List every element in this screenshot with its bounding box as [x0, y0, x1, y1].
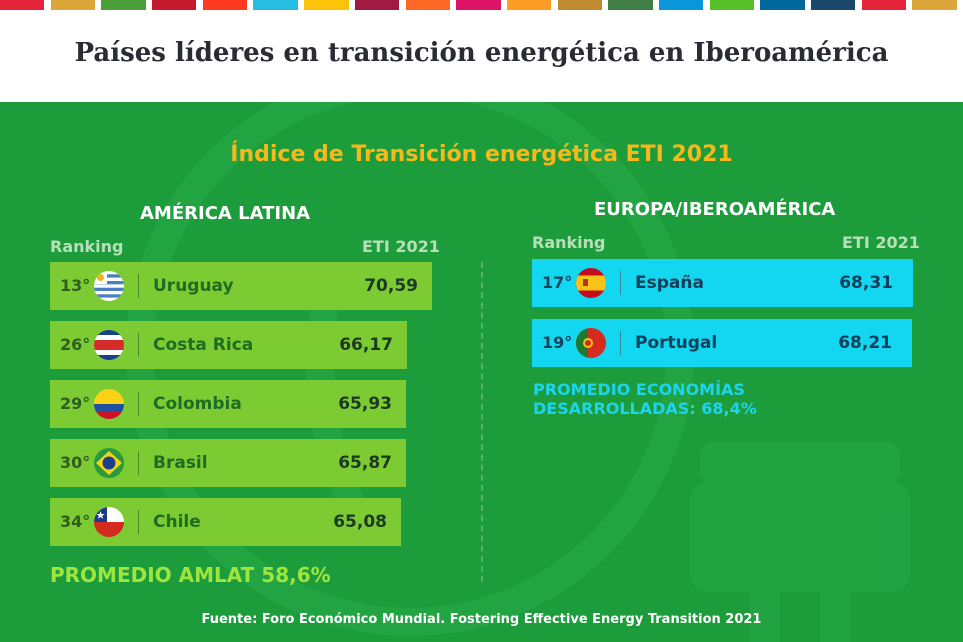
europe-eti-header: ETI 2021 — [842, 233, 920, 252]
colombia-flag-icon — [94, 389, 124, 419]
strip-segment — [658, 0, 704, 10]
europe-ranking-header: Ranking — [532, 233, 606, 252]
strip-segment — [811, 0, 856, 10]
country-label: Portugal — [635, 333, 718, 353]
bar-row: 13° Uruguay 70,59 — [50, 262, 432, 310]
strip-segment — [0, 0, 45, 10]
portugal-flag-icon — [576, 328, 606, 358]
strip-segment — [506, 0, 552, 10]
row-separator — [620, 331, 621, 355]
bar-row: 34° Chile 65,08 — [50, 498, 401, 546]
rank-label: 17° — [542, 273, 573, 292]
row-separator — [138, 392, 139, 416]
bar-row: 30° Brasil 65,87 — [50, 439, 406, 487]
sdg-color-strip — [0, 0, 963, 10]
europe-average: PROMEDIO ECONOMÍAS DESARROLLADAS: 68,4% — [533, 380, 757, 418]
strip-segment — [709, 0, 755, 10]
row-separator — [138, 274, 139, 298]
strip-segment — [253, 0, 298, 10]
europe-section-title: EUROPA/IBEROAMÉRICA — [594, 199, 836, 220]
value-label: 70,59 — [364, 276, 418, 296]
bar-row: 19° Portugal 68,21 — [532, 319, 912, 367]
rank-label: 29° — [60, 394, 91, 413]
value-label: 68,21 — [838, 333, 892, 353]
bar-row: 17° España 68,31 — [532, 259, 913, 307]
source-note: Fuente: Foro Económico Mundial. Fosterin… — [201, 612, 762, 627]
strip-segment — [456, 0, 501, 10]
latam-section-title: AMÉRICA LATINA — [140, 203, 311, 224]
strip-segment — [608, 0, 653, 10]
title-bar: Países líderes en transición energética … — [0, 10, 963, 102]
strip-segment — [152, 0, 197, 10]
country-label: Costa Rica — [153, 335, 254, 355]
strip-segment — [304, 0, 349, 10]
bar-row: 26° Costa Rica 66,17 — [50, 321, 407, 369]
page-title: Países líderes en transición energética … — [74, 38, 889, 68]
value-label: 65,08 — [333, 512, 387, 532]
country-label: España — [635, 273, 704, 293]
latam-average: PROMEDIO AMLAT 58,6% — [50, 563, 331, 587]
value-label: 65,87 — [338, 453, 392, 473]
strip-segment — [405, 0, 450, 10]
strip-segment — [101, 0, 146, 10]
row-separator — [620, 271, 621, 295]
chart-subtitle: Índice de Transición energética ETI 2021 — [230, 142, 733, 167]
strip-segment — [557, 0, 602, 10]
value-label: 65,93 — [338, 394, 392, 414]
row-separator — [138, 510, 139, 534]
costa-rica-flag-icon — [94, 330, 124, 360]
country-label: Brasil — [153, 453, 208, 473]
strip-segment — [202, 0, 248, 10]
value-label: 66,17 — [339, 335, 393, 355]
row-separator — [138, 333, 139, 357]
rank-label: 13° — [60, 276, 91, 295]
rank-label: 19° — [542, 333, 573, 352]
rank-label: 30° — [60, 453, 91, 472]
latam-eti-header: ETI 2021 — [362, 237, 440, 256]
brazil-flag-icon — [94, 448, 124, 478]
chile-flag-icon — [94, 507, 124, 537]
strip-segment — [50, 0, 96, 10]
latam-ranking-header: Ranking — [50, 237, 124, 256]
section-divider — [481, 262, 483, 582]
country-label: Colombia — [153, 394, 242, 414]
row-separator — [138, 451, 139, 475]
strip-segment — [354, 0, 400, 10]
strip-segment — [760, 0, 805, 10]
rank-label: 26° — [60, 335, 91, 354]
spain-flag-icon — [576, 268, 606, 298]
uruguay-flag-icon — [94, 271, 124, 301]
strip-segment — [861, 0, 907, 10]
bar-row: 29° Colombia 65,93 — [50, 380, 406, 428]
country-label: Uruguay — [153, 276, 234, 296]
country-label: Chile — [153, 512, 201, 532]
value-label: 68,31 — [839, 273, 893, 293]
strip-segment — [912, 0, 957, 10]
rank-label: 34° — [60, 512, 91, 531]
